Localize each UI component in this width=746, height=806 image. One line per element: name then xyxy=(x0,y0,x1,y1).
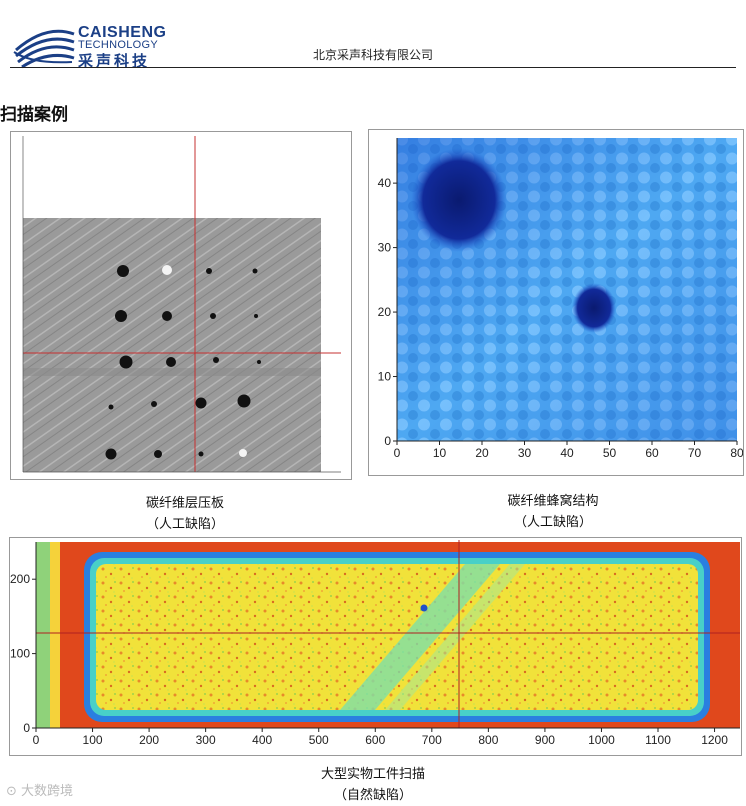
laminate-scan-image xyxy=(10,131,352,480)
workpiece-caption: 大型实物工件扫描 （自然缺陷） xyxy=(268,764,478,806)
laminate-caption-note: （人工缺陷） xyxy=(145,517,224,532)
workpiece-x-tick-label: 0 xyxy=(33,733,40,747)
logo-subtitle: TECHNOLOGY xyxy=(78,39,159,51)
honeycomb-x-tick-label: 40 xyxy=(560,446,574,460)
workpiece-y-tick-label: 0 xyxy=(23,721,30,735)
workpiece-y-tick-label: 200 xyxy=(10,572,30,586)
workpiece-scan-image: 0 100 200 300 400 500 600 700 800 900 1000 1100 1200… xyxy=(9,537,742,756)
laminate-caption: 碳纤维层压板 （人工缺陷） xyxy=(80,493,290,535)
workpiece-x-tick-label: 900 xyxy=(535,733,555,747)
laminate-caption-title: 碳纤维层压板 xyxy=(145,496,224,511)
honeycomb-caption: 碳纤维蜂窝结构 （人工缺陷） xyxy=(448,491,658,533)
workpiece-x-tick-label: 1100 xyxy=(645,733,671,747)
honeycomb-x-tick-label: 30 xyxy=(518,446,532,460)
honeycomb-x-tick-label: 10 xyxy=(433,446,447,460)
logo-name: CAISHENG xyxy=(78,24,167,41)
honeycomb-y-tick-label: 20 xyxy=(378,305,392,319)
honeycomb-caption-note: （人工缺陷） xyxy=(513,515,592,530)
honeycomb-y-tick-label: 40 xyxy=(378,176,392,190)
workpiece-x-tick-label: 600 xyxy=(365,733,385,747)
workpiece-x-tick-label: 100 xyxy=(83,733,103,747)
honeycomb-y-tick-label: 30 xyxy=(378,241,392,255)
workpiece-x-tick-label: 200 xyxy=(139,733,159,747)
workpiece-y-tick-label: 100 xyxy=(10,647,30,661)
honeycomb-y-tick-label: 10 xyxy=(378,370,392,384)
honeycomb-x-tick-label: 20 xyxy=(475,446,489,460)
workpiece-x-tick-label: 500 xyxy=(309,733,329,747)
workpiece-x-tick-label: 400 xyxy=(252,733,272,747)
honeycomb-x-tick-label: 70 xyxy=(688,446,702,460)
honeycomb-x-tick-label: 80 xyxy=(730,446,743,460)
workpiece-x-tick-label: 1200 xyxy=(701,733,728,747)
workpiece-x-tick-label: 700 xyxy=(422,733,442,747)
section-title: 扫描案例 xyxy=(0,105,68,125)
honeycomb-x-tick-label: 50 xyxy=(603,446,617,460)
header-divider xyxy=(10,67,736,68)
honeycomb-x-tick-label: 0 xyxy=(394,446,401,460)
workpiece-x-tick-label: 800 xyxy=(478,733,498,747)
watermark-text: 大数跨境 xyxy=(21,784,74,799)
workpiece-x-tick-label: 1000 xyxy=(588,733,615,747)
watermark-icon: ⊙ xyxy=(6,784,17,799)
watermark: ⊙ 大数跨境 xyxy=(6,780,73,799)
logo-chinese-name: 采声科技 xyxy=(78,52,151,70)
caisheng-logo xyxy=(13,29,75,69)
workpiece-caption-title: 大型实物工件扫描 xyxy=(320,767,425,782)
honeycomb-y-tick-label: 0 xyxy=(384,434,391,448)
honeycomb-x-tick-label: 60 xyxy=(645,446,659,460)
honeycomb-caption-title: 碳纤维蜂窝结构 xyxy=(507,494,599,509)
workpiece-caption-note: （自然缺陷） xyxy=(333,788,412,803)
workpiece-x-tick-label: 300 xyxy=(196,733,216,747)
company-name: 北京采声科技有限公司 xyxy=(313,48,434,62)
honeycomb-scan-image: 0 10 20 30 40 50 60 70 80 0 10 20 30 40 xyxy=(368,129,744,476)
